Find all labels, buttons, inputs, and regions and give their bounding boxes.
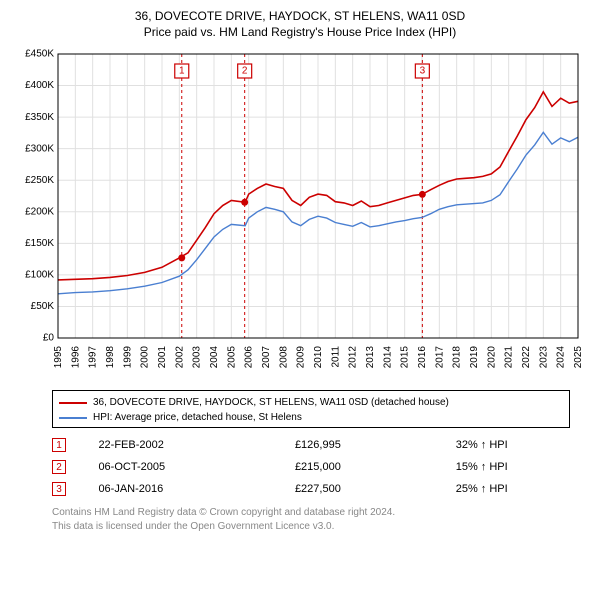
svg-text:£450K: £450K [25,49,54,60]
legend-item: 36, DOVECOTE DRIVE, HAYDOCK, ST HELENS, … [59,395,563,410]
svg-text:£300K: £300K [25,144,54,155]
sale-diff: 15% ↑ HPI [456,456,570,478]
svg-text:2024: 2024 [556,346,567,369]
svg-text:1: 1 [179,66,185,77]
title-line1: 36, DOVECOTE DRIVE, HAYDOCK, ST HELENS, … [10,8,590,24]
sale-date: 22-FEB-2002 [98,434,295,456]
sale-marker-icon: 1 [52,438,66,452]
svg-text:£250K: £250K [25,175,54,186]
svg-text:2008: 2008 [278,346,289,369]
legend: 36, DOVECOTE DRIVE, HAYDOCK, ST HELENS, … [52,390,570,428]
svg-text:£50K: £50K [31,301,55,312]
svg-text:2000: 2000 [140,346,151,369]
legend-swatch [59,402,87,404]
svg-text:£100K: £100K [25,270,54,281]
sale-diff: 25% ↑ HPI [456,478,570,500]
legend-swatch [59,417,87,419]
svg-text:2018: 2018 [452,346,463,369]
footer-line1: Contains HM Land Registry data © Crown c… [52,506,570,520]
svg-text:2: 2 [242,66,248,77]
svg-text:£0: £0 [43,333,55,344]
sale-date: 06-OCT-2005 [98,456,295,478]
chart-area: £0 £50K £100K £150K £200K £250K £300K £350K £400… [10,46,590,386]
sale-diff: 32% ↑ HPI [456,434,570,456]
svg-text:2020: 2020 [486,346,497,369]
sale-date: 06-JAN-2016 [98,478,295,500]
sales-row: 3 06-JAN-2016£227,50025% ↑ HPI [52,478,570,500]
svg-text:1997: 1997 [88,346,99,369]
svg-text:3: 3 [420,66,426,77]
svg-text:2011: 2011 [330,346,341,368]
svg-text:2014: 2014 [382,346,393,369]
svg-text:2013: 2013 [365,346,376,369]
sale-price: £227,500 [295,478,456,500]
svg-text:£400K: £400K [25,81,54,92]
svg-text:1999: 1999 [122,346,133,369]
svg-text:£350K: £350K [25,112,54,123]
svg-text:2006: 2006 [244,346,255,369]
attribution: Contains HM Land Registry data © Crown c… [52,506,570,533]
line-chart-svg: £0 £50K £100K £150K £200K £250K £300K £350K £400… [10,46,590,386]
svg-text:2003: 2003 [192,346,203,369]
svg-text:2017: 2017 [434,346,445,369]
svg-text:1996: 1996 [70,346,81,369]
sales-row: 1 22-FEB-2002£126,99532% ↑ HPI [52,434,570,456]
legend-label: HPI: Average price, detached house, St H… [93,410,302,425]
svg-text:2012: 2012 [348,346,359,369]
sales-table: 1 22-FEB-2002£126,99532% ↑ HPI 2 06-OCT-200… [52,434,570,500]
svg-text:1998: 1998 [105,346,116,369]
sale-marker-icon: 2 [52,460,66,474]
svg-text:2023: 2023 [538,346,549,369]
svg-text:2010: 2010 [313,346,324,369]
svg-text:2019: 2019 [469,346,480,369]
sale-price: £215,000 [295,456,456,478]
chart-title: 36, DOVECOTE DRIVE, HAYDOCK, ST HELENS, … [10,8,590,40]
legend-item: HPI: Average price, detached house, St H… [59,410,563,425]
svg-text:2022: 2022 [521,346,532,369]
svg-text:1995: 1995 [53,346,64,369]
footer-line2: This data is licensed under the Open Gov… [52,520,570,534]
svg-text:2005: 2005 [226,346,237,369]
sale-marker-icon: 3 [52,482,66,496]
svg-text:2015: 2015 [400,346,411,369]
svg-text:2004: 2004 [209,346,220,369]
svg-text:£150K: £150K [25,238,54,249]
svg-text:2025: 2025 [573,346,584,369]
sales-row: 2 06-OCT-2005£215,00015% ↑ HPI [52,456,570,478]
legend-label: 36, DOVECOTE DRIVE, HAYDOCK, ST HELENS, … [93,395,449,410]
svg-text:2009: 2009 [296,346,307,369]
svg-text:2007: 2007 [261,346,272,369]
title-line2: Price paid vs. HM Land Registry's House … [10,24,590,40]
sale-price: £126,995 [295,434,456,456]
svg-text:2016: 2016 [417,346,428,369]
svg-text:2001: 2001 [157,346,168,369]
svg-text:£200K: £200K [25,207,54,218]
svg-text:2002: 2002 [174,346,185,369]
svg-text:2021: 2021 [504,346,515,369]
